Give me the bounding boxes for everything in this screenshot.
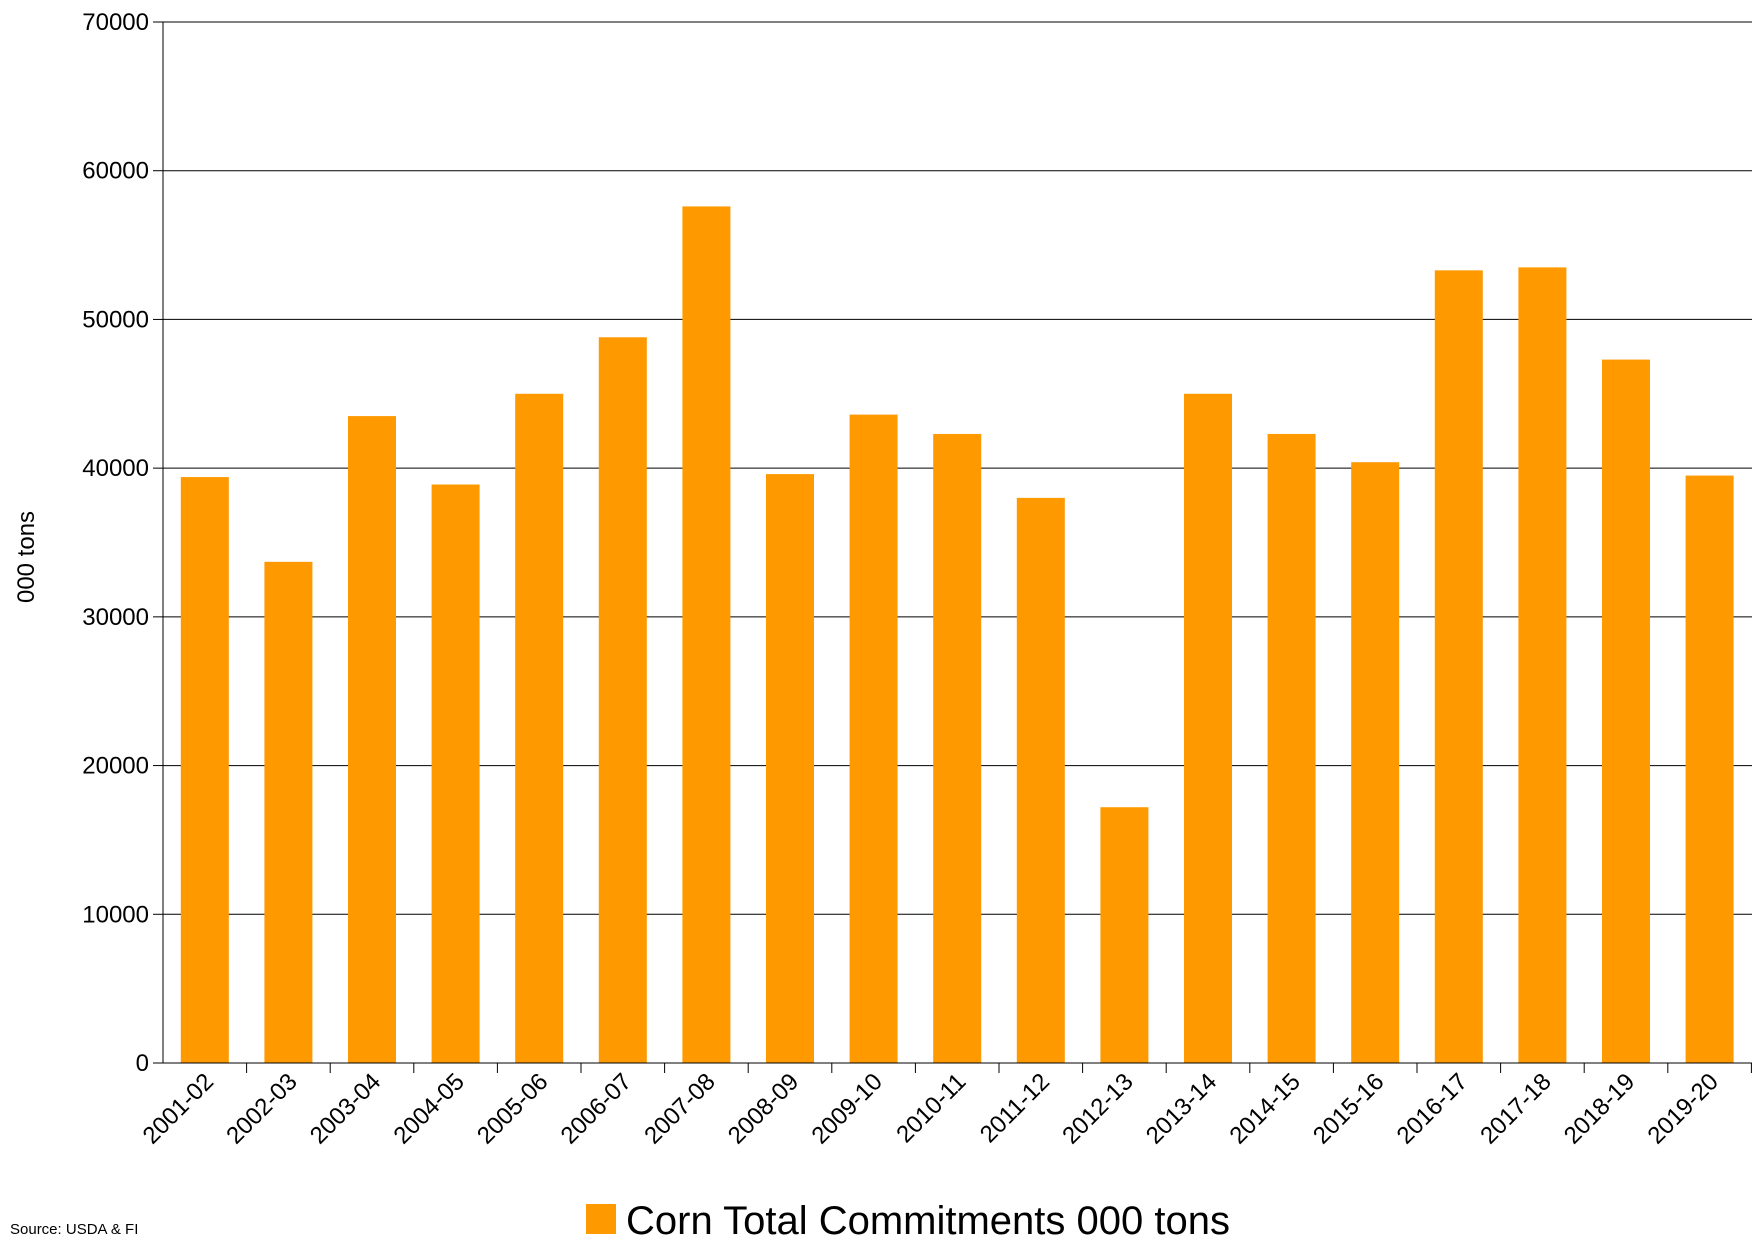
x-tick-label: 2001-02 <box>138 1068 219 1149</box>
x-tick-label: 2011-12 <box>975 1068 1055 1148</box>
x-tick-label: 2005-06 <box>472 1068 553 1149</box>
x-tick-label: 2017-18 <box>1475 1068 1556 1149</box>
x-tick-label: 2013-14 <box>1141 1068 1222 1149</box>
x-tick-label: 2018-19 <box>1559 1068 1640 1149</box>
bar-2018-19 <box>1602 359 1650 1063</box>
x-tick-label: 2016-17 <box>1392 1068 1473 1149</box>
bar-2002-03 <box>264 561 313 1063</box>
y-tick-label: 70000 <box>82 9 149 36</box>
bar-2011-12 <box>1016 497 1065 1063</box>
bar-2016-17 <box>1434 270 1483 1063</box>
x-tick-label: 2006-07 <box>556 1068 637 1149</box>
bar-2015-16 <box>1351 462 1400 1063</box>
bar-2012-13 <box>1100 807 1149 1063</box>
bar-2014-15 <box>1267 433 1316 1063</box>
bar-2001-02 <box>180 477 229 1064</box>
bar-2006-07 <box>598 337 647 1063</box>
bars <box>180 206 1734 1064</box>
x-tick-label: 2002-03 <box>221 1068 302 1149</box>
y-tick-label: 20000 <box>82 753 149 780</box>
bar-2010-11 <box>933 433 982 1063</box>
y-tick-label: 50000 <box>82 306 149 333</box>
x-tick-label: 2003-04 <box>305 1068 386 1149</box>
legend-swatch <box>586 1204 616 1234</box>
bar-2008-09 <box>766 474 814 1063</box>
bar-2017-18 <box>1518 267 1567 1064</box>
x-tick-label: 2010-11 <box>891 1068 971 1148</box>
legend-label: Corn Total Commitments 000 tons <box>626 1199 1230 1240</box>
x-tick-label: 2004-05 <box>388 1068 469 1149</box>
y-tick-label: 30000 <box>82 604 149 631</box>
x-tick-label: 2008-09 <box>723 1068 804 1149</box>
x-tick-label: 2009-10 <box>806 1068 887 1149</box>
x-tick-label: 2007-08 <box>639 1068 720 1149</box>
bar-2005-06 <box>515 393 564 1063</box>
y-tick-label: 10000 <box>82 901 149 928</box>
bar-2009-10 <box>849 414 898 1063</box>
source-note: Source: USDA & FI <box>10 1221 139 1238</box>
bar-2013-14 <box>1184 393 1232 1063</box>
x-tick-label: 2012-13 <box>1057 1068 1138 1149</box>
x-tick-labels: 2001-02 2002-03 2003-04 2004-05 2005-06 2006-… <box>138 1068 1724 1149</box>
x-tick-label: 2015-16 <box>1308 1068 1389 1149</box>
y-tick-labels: 0 10000 20000 30000 40000 50000 60000 70000 <box>82 9 149 1077</box>
axes <box>153 21 1752 1073</box>
y-tick-label: 0 <box>136 1050 149 1077</box>
bar-2007-08 <box>682 206 731 1064</box>
x-tick-label: 2019-20 <box>1642 1068 1723 1149</box>
bar-2004-05 <box>431 484 480 1063</box>
y-tick-label: 40000 <box>82 455 149 482</box>
x-tick-label: 2014-15 <box>1224 1068 1305 1149</box>
legend: Corn Total Commitments 000 tons <box>586 1199 1230 1240</box>
bar-2003-04 <box>348 416 396 1063</box>
y-axis-label: 000 tons <box>13 511 40 603</box>
y-tick-label: 60000 <box>82 158 149 185</box>
bar-2019-20 <box>1685 475 1734 1063</box>
